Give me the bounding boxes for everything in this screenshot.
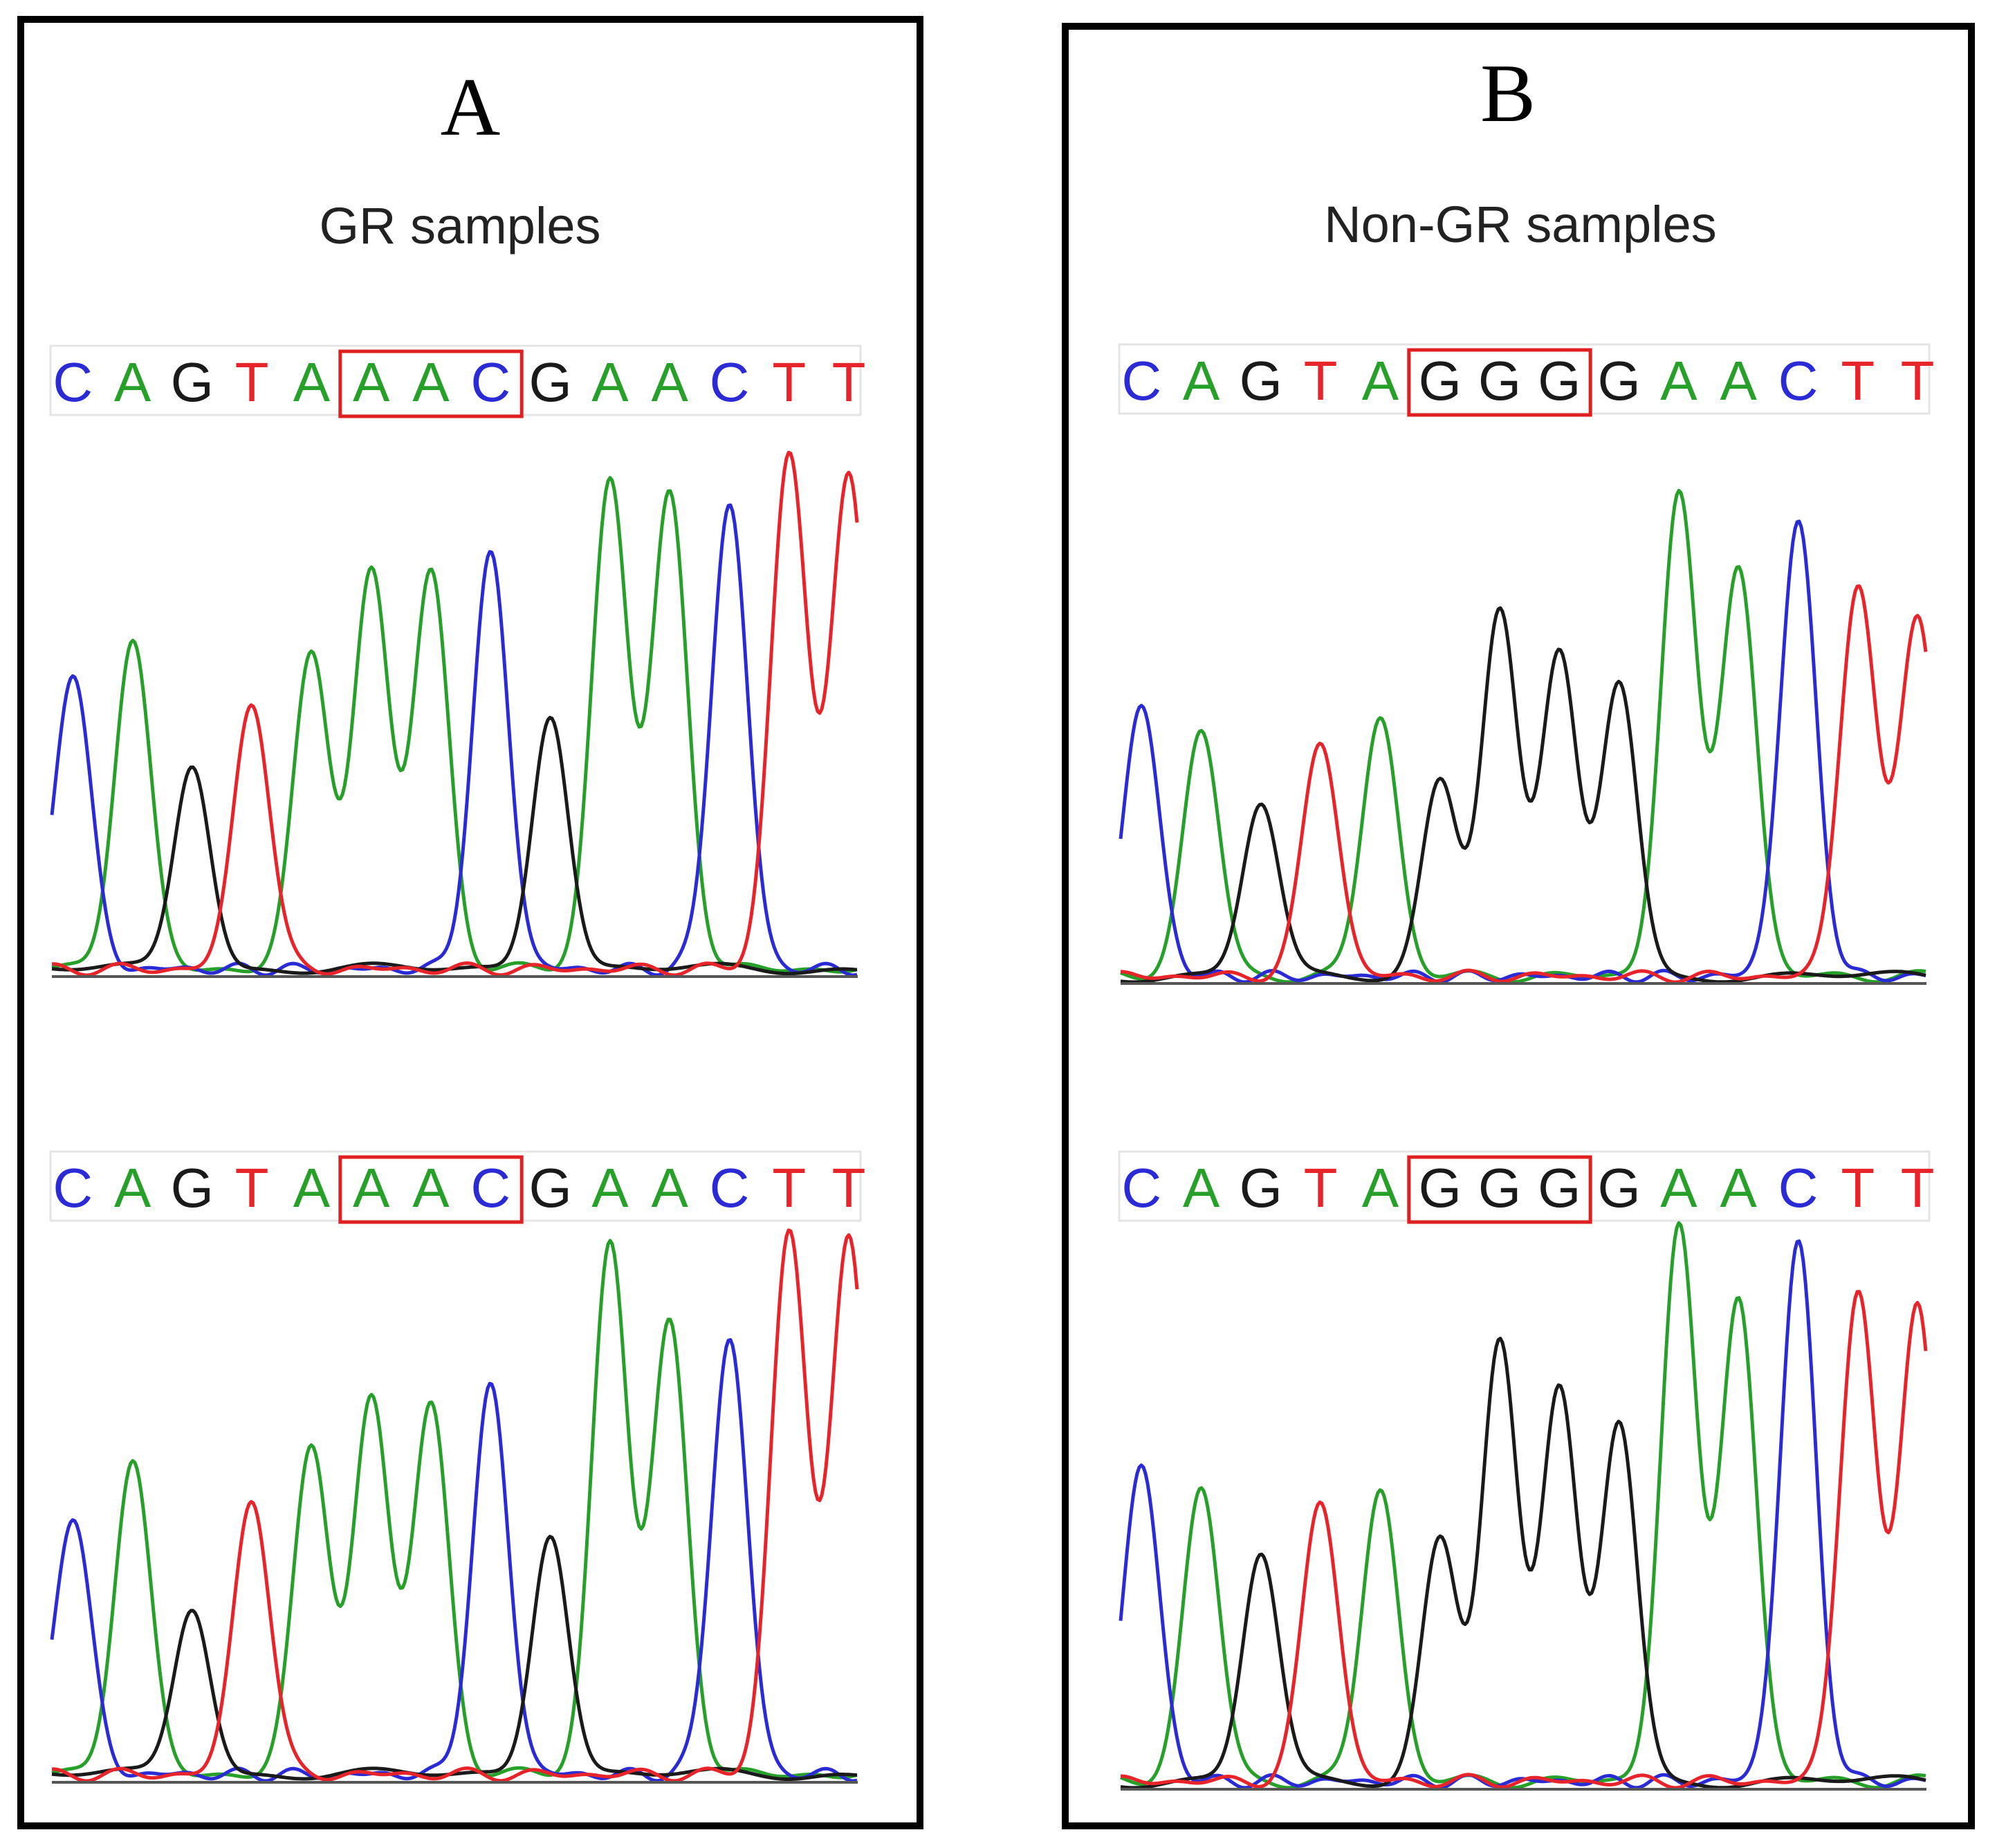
base-call-b2-7: G (1478, 1157, 1521, 1219)
base-call-a1-13: T (772, 351, 806, 413)
base-call-b1-2: A (1183, 350, 1220, 412)
base-call-a2-4: T (235, 1157, 269, 1219)
base-call-a1-10: A (591, 351, 629, 413)
base-call-b2-6: G (1419, 1157, 1462, 1219)
base-call-a2-14: T (832, 1157, 866, 1219)
base-call-a1-2: A (114, 351, 151, 413)
base-call-a1-4: T (235, 351, 269, 413)
base-call-b1-8: G (1538, 350, 1581, 412)
base-call-b1-10: A (1660, 350, 1697, 412)
base-call-a2-8: C (470, 1157, 510, 1219)
trace-g-a2 (51, 1535, 858, 1782)
base-call-b1-6: G (1419, 350, 1462, 412)
base-call-a1-14: T (832, 351, 866, 413)
base-call-b2-14: T (1901, 1157, 1935, 1219)
base-call-b2-5: A (1362, 1157, 1399, 1219)
base-call-a1-11: A (651, 351, 688, 413)
trace-g-b2 (1120, 1336, 1926, 1790)
base-call-b1-9: G (1597, 350, 1640, 412)
trace-t-a1 (51, 450, 859, 977)
panel-a-letter: A (441, 61, 501, 153)
variant-highlight-box-a1 (338, 349, 524, 418)
panel-a-frame (17, 16, 923, 1829)
base-call-b2-12: C (1778, 1157, 1819, 1219)
base-call-b2-9: G (1597, 1157, 1640, 1219)
base-call-b2-2: A (1183, 1157, 1220, 1219)
base-call-a1-5: A (293, 351, 331, 413)
base-call-a1-1: C (53, 351, 93, 413)
base-call-b2-13: T (1841, 1157, 1875, 1219)
base-call-a2-5: A (293, 1157, 331, 1219)
base-call-b1-7: G (1478, 350, 1521, 412)
base-call-b2-11: A (1720, 1157, 1757, 1219)
base-call-b2-3: G (1240, 1157, 1282, 1219)
base-call-a2-12: C (710, 1157, 750, 1219)
panel-a-subtitle: GR samples (319, 197, 600, 255)
base-call-a2-10: A (591, 1157, 629, 1219)
panel-b-subtitle: Non-GR samples (1324, 196, 1717, 253)
trace-g-b1 (1120, 606, 1926, 984)
base-call-b2-8: G (1538, 1157, 1581, 1219)
base-call-b2-1: C (1121, 1157, 1161, 1219)
base-call-b1-1: C (1121, 350, 1161, 412)
base-call-b1-12: C (1778, 350, 1819, 412)
base-call-b1-14: T (1901, 350, 1935, 412)
variant-highlight-box-b1 (1407, 348, 1592, 417)
base-call-b2-10: A (1660, 1157, 1697, 1219)
base-call-a1-9: G (528, 351, 571, 413)
base-call-a1-3: G (171, 351, 214, 413)
base-call-a1-7: A (412, 351, 450, 413)
base-call-b1-11: A (1720, 350, 1757, 412)
base-call-a2-3: G (171, 1157, 214, 1219)
panel-b-letter: B (1480, 47, 1536, 139)
base-call-a1-6: A (353, 351, 390, 413)
trace-a-b1 (1120, 488, 1926, 984)
base-call-b2-4: T (1304, 1157, 1338, 1219)
base-call-a2-11: A (651, 1157, 688, 1219)
base-call-b1-3: G (1240, 350, 1282, 412)
variant-highlight-box-b2 (1407, 1155, 1592, 1224)
trace-a-b2 (1120, 1221, 1926, 1790)
base-call-a1-12: C (710, 351, 750, 413)
trace-t-b1 (1120, 584, 1928, 984)
base-call-a2-7: A (412, 1157, 450, 1219)
base-call-b1-5: A (1362, 350, 1399, 412)
base-call-b1-13: T (1841, 350, 1875, 412)
trace-t-a2 (52, 1228, 859, 1783)
base-call-a2-13: T (772, 1157, 806, 1219)
base-call-a2-2: A (114, 1157, 151, 1219)
base-call-a2-9: G (528, 1157, 571, 1219)
base-call-a2-1: C (53, 1157, 93, 1219)
base-call-a2-6: A (353, 1157, 390, 1219)
panel-b-frame (1062, 23, 1975, 1829)
base-call-b1-4: T (1304, 350, 1338, 412)
trace-g-a1 (51, 716, 858, 976)
trace-t-b2 (1120, 1290, 1928, 1790)
variant-highlight-box-a2 (338, 1155, 524, 1224)
base-call-a1-8: C (470, 351, 510, 413)
